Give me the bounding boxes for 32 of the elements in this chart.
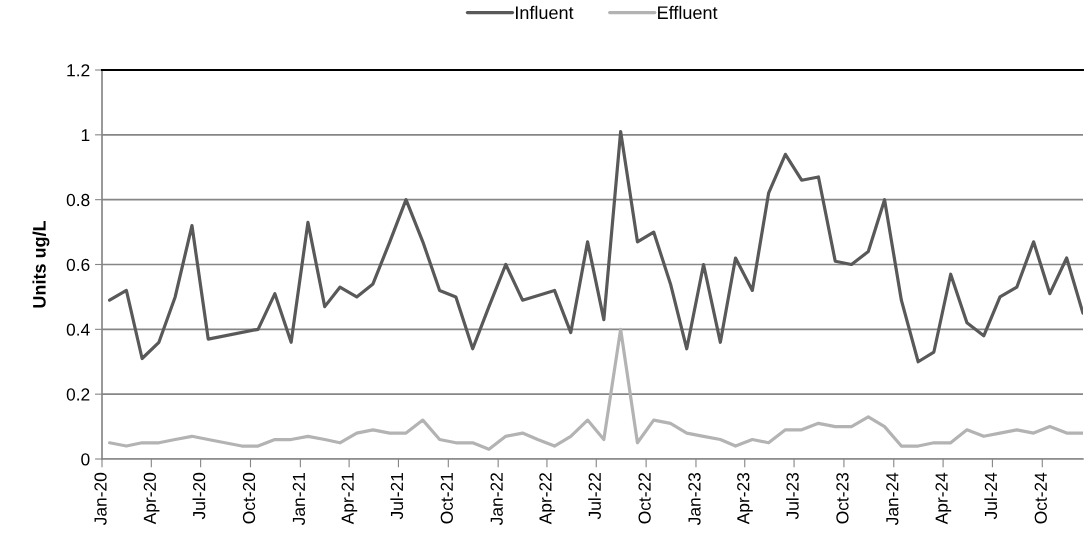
x-tick-label: Jul-20 [192, 472, 206, 520]
x-tick-label: Apr-20 [143, 472, 160, 525]
line-series [107, 327, 1083, 451]
x-tick-label: Oct-23 [836, 472, 849, 524]
y-tick-label: 1.2 [67, 64, 90, 77]
y-axis-title: Units ug/L [32, 220, 50, 308]
x-tick-label: Jan-20 [94, 472, 107, 525]
x-tick-label: Jan-23 [688, 472, 701, 525]
line-series [107, 129, 1083, 364]
legend-label: Influent [516, 5, 574, 20]
y-tick-label: 0.8 [66, 193, 90, 207]
x-tick-label: Apr-24 [935, 472, 952, 525]
x-tick-label: Oct-21 [440, 473, 453, 524]
y-tick-label: 0 [81, 453, 90, 466]
x-tick-label: Jan-22 [490, 473, 503, 525]
y-tick-label: 0.4 [66, 323, 90, 336]
x-tick-label: Jul-24 [984, 472, 998, 520]
legend-label: Effluent [658, 5, 718, 20]
x-tick-label: Jan-24 [886, 472, 899, 525]
x-tick-label: Oct-20 [242, 472, 256, 524]
x-tick-label: Apr-23 [737, 472, 753, 525]
y-tick-label: 0.2 [66, 388, 90, 401]
y-tick-label: 1 [81, 129, 90, 142]
x-tick-label: Jul-23 [785, 472, 799, 520]
x-tick-label: Jan-21 [292, 473, 306, 525]
y-tick-label: 0.6 [66, 258, 90, 271]
x-tick-label: Jul-22 [588, 473, 601, 520]
x-tick-label: Apr-22 [539, 473, 556, 525]
x-tick-label: Jul-21 [390, 473, 404, 520]
x-tick-label: Oct-22 [638, 473, 651, 524]
x-tick-label: Oct-24 [1034, 472, 1047, 524]
x-tick-label: Apr-21 [341, 473, 358, 525]
